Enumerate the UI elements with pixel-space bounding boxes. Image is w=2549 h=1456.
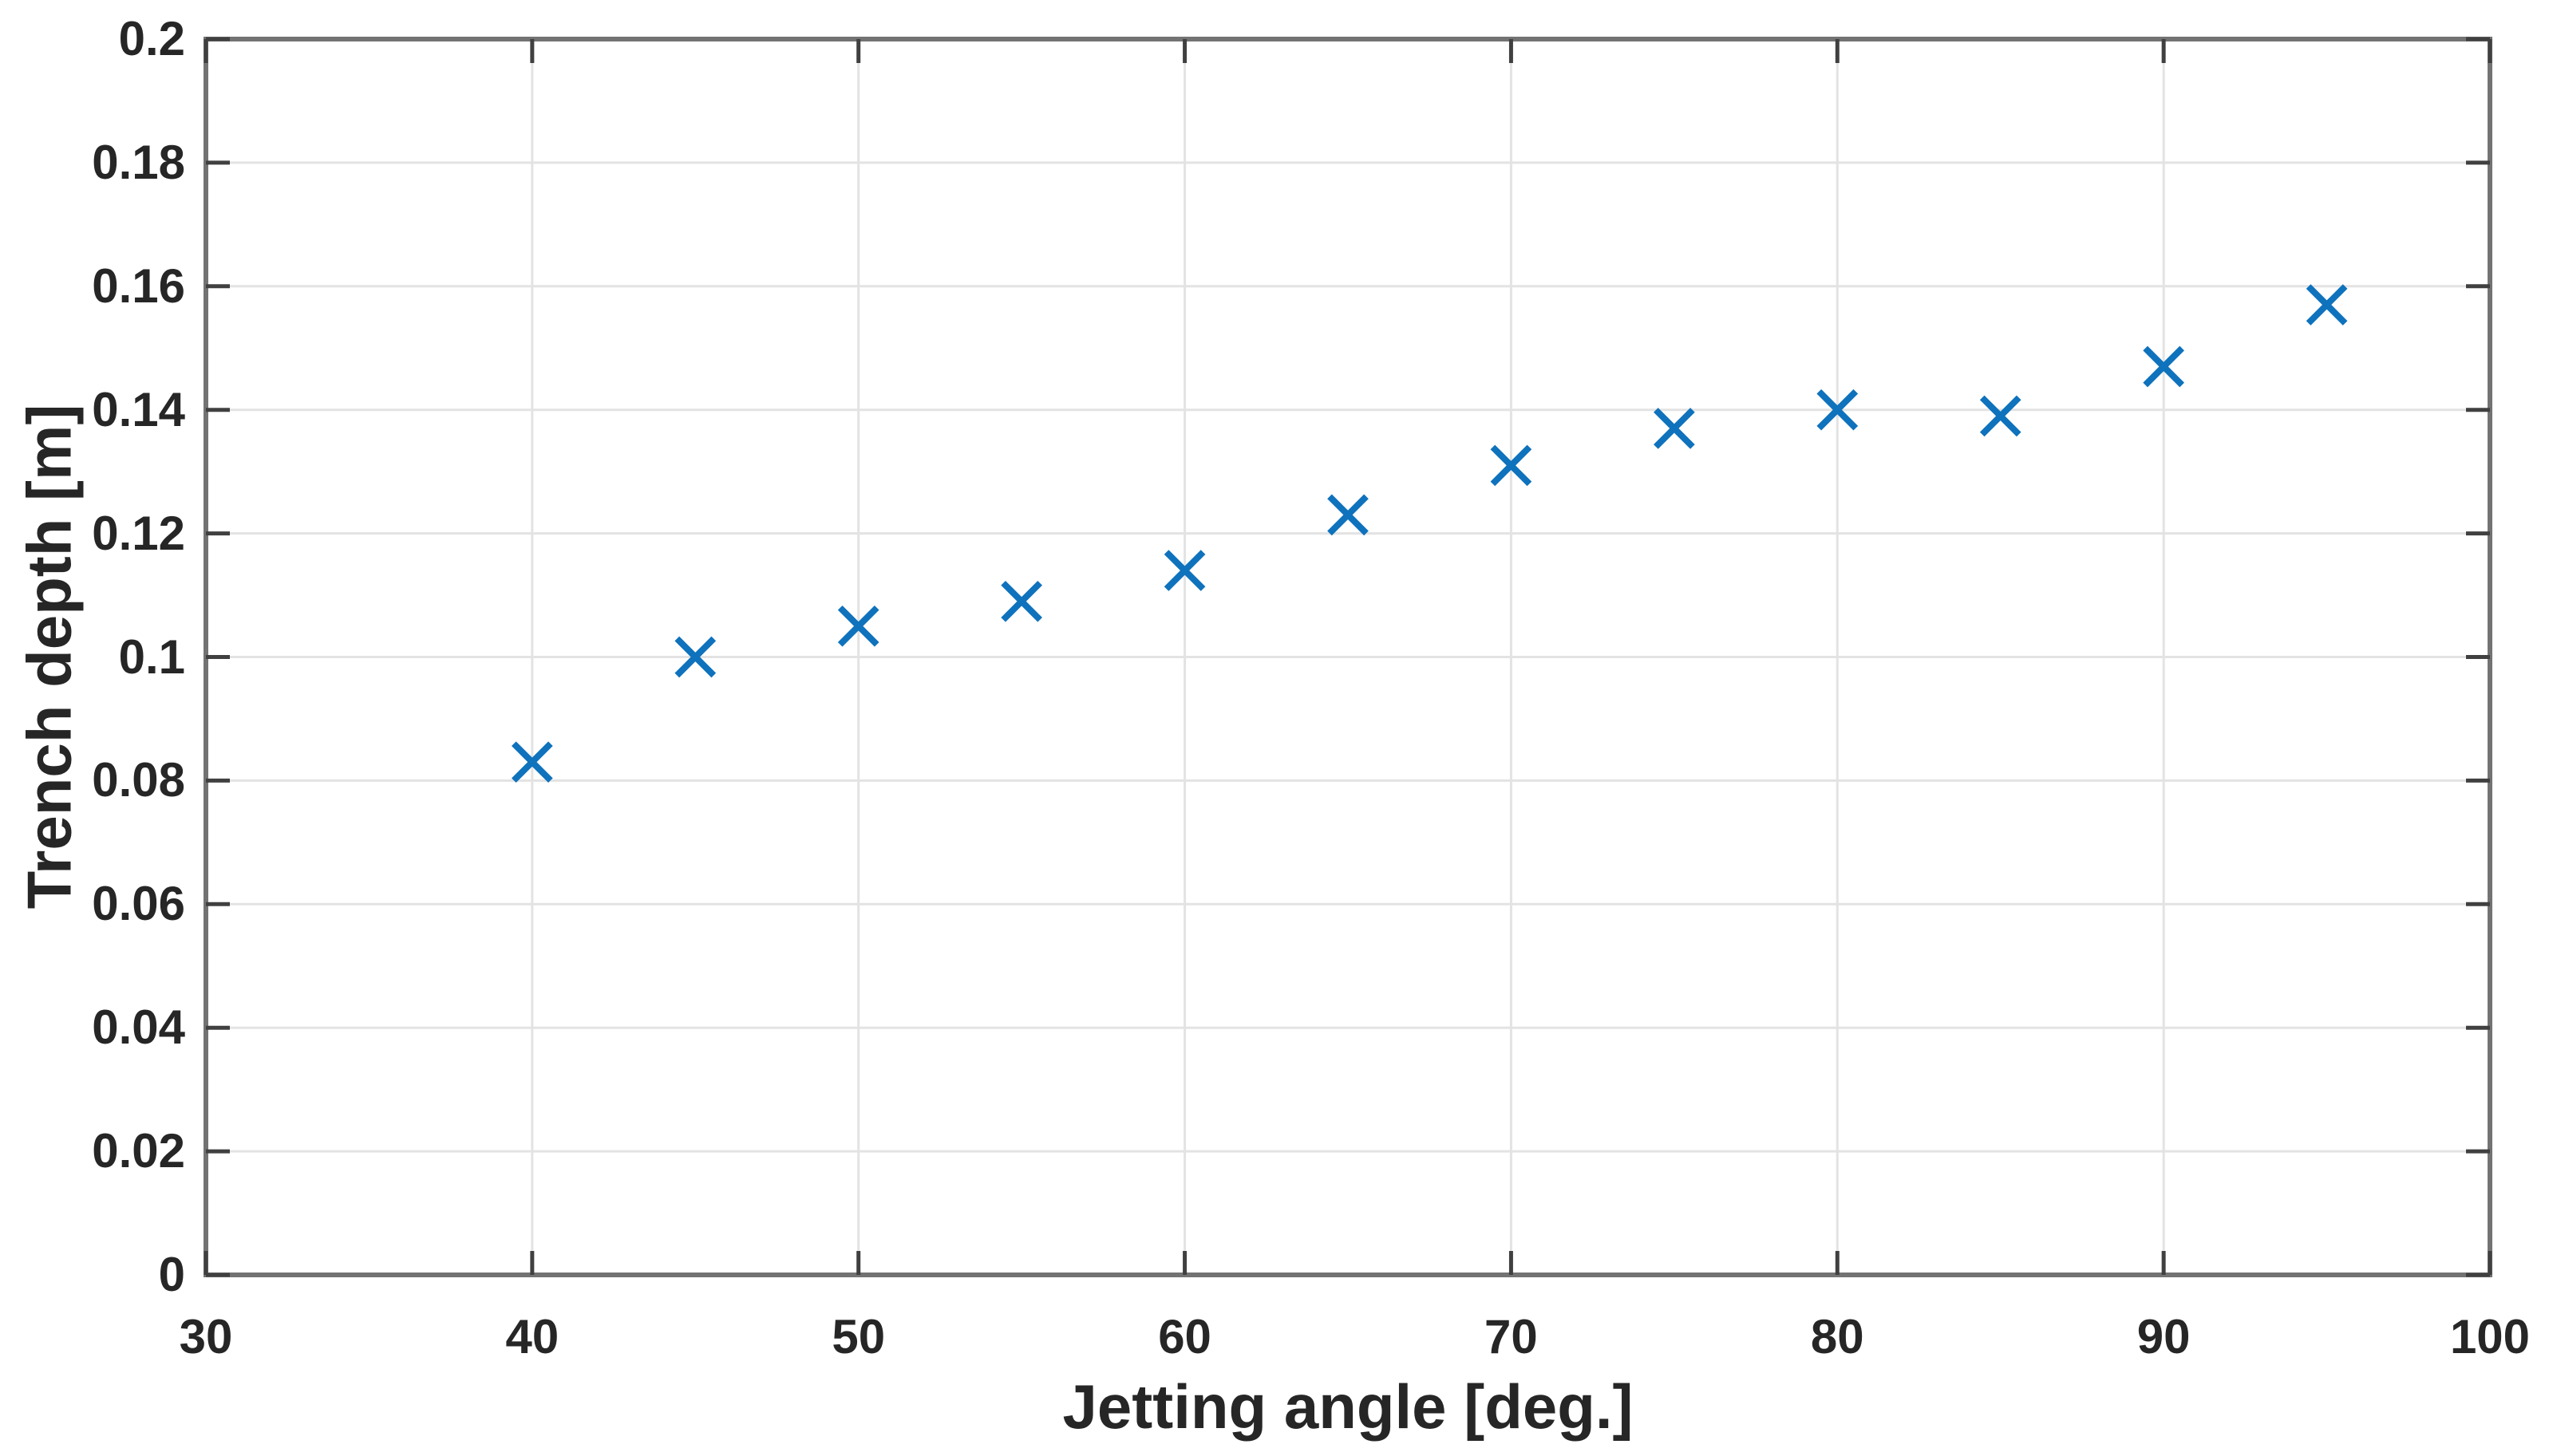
data-point-marker	[674, 636, 717, 678]
marker-stroke	[1327, 494, 1369, 536]
data-point-marker	[1001, 580, 1042, 622]
x-tick-label: 100	[2449, 1310, 2531, 1363]
data-point-marker	[1327, 494, 1369, 536]
y-tick-label: 0.12	[92, 506, 185, 560]
marker-stroke	[1001, 580, 1042, 622]
data-point-marker	[1490, 444, 1532, 487]
y-tick-label: 0.04	[92, 1000, 185, 1055]
data-point-marker	[1816, 389, 1859, 431]
x-tick-label: 30	[179, 1310, 233, 1363]
y-tick-label: 0.02	[92, 1124, 185, 1178]
marker-stroke	[1164, 550, 1206, 591]
marker-stroke	[1654, 408, 1695, 449]
x-axis-label: Jetting angle [deg.]	[1062, 1371, 1634, 1442]
marker-stroke	[1816, 389, 1859, 431]
marker-stroke	[2306, 284, 2348, 326]
x-tick-label: 70	[1484, 1310, 1538, 1363]
marker-stroke	[674, 636, 717, 678]
x-tick-label: 90	[2136, 1310, 2191, 1363]
y-tick-label: 0	[158, 1248, 185, 1301]
marker-stroke	[1979, 395, 2021, 437]
y-tick-label: 0.2	[118, 12, 185, 65]
x-tick-label: 50	[832, 1310, 886, 1363]
marker-stroke	[1490, 444, 1532, 487]
y-tick-label: 0.08	[92, 753, 185, 807]
x-tick-label: 80	[1810, 1310, 1864, 1363]
x-tick-label: 40	[505, 1310, 559, 1363]
y-tick-label: 0.18	[92, 135, 185, 189]
marker-stroke	[837, 605, 879, 647]
x-tick-label: 60	[1158, 1310, 1211, 1363]
data-point-marker	[1654, 408, 1695, 449]
marker-stroke	[512, 741, 553, 783]
data-point-marker	[512, 741, 553, 783]
y-axis-label: Trench depth [m]	[14, 404, 85, 910]
data-point-marker	[1979, 395, 2021, 437]
data-point-marker	[1164, 550, 1206, 591]
data-point-marker	[2143, 345, 2184, 388]
data-point-marker	[2306, 284, 2348, 326]
y-tick-label: 0.14	[92, 382, 185, 436]
marker-stroke	[2143, 345, 2184, 388]
y-tick-label: 0.16	[92, 258, 185, 313]
data-point-marker	[837, 605, 879, 647]
y-tick-label: 0.06	[92, 877, 185, 931]
y-tick-label: 0.1	[118, 629, 185, 684]
